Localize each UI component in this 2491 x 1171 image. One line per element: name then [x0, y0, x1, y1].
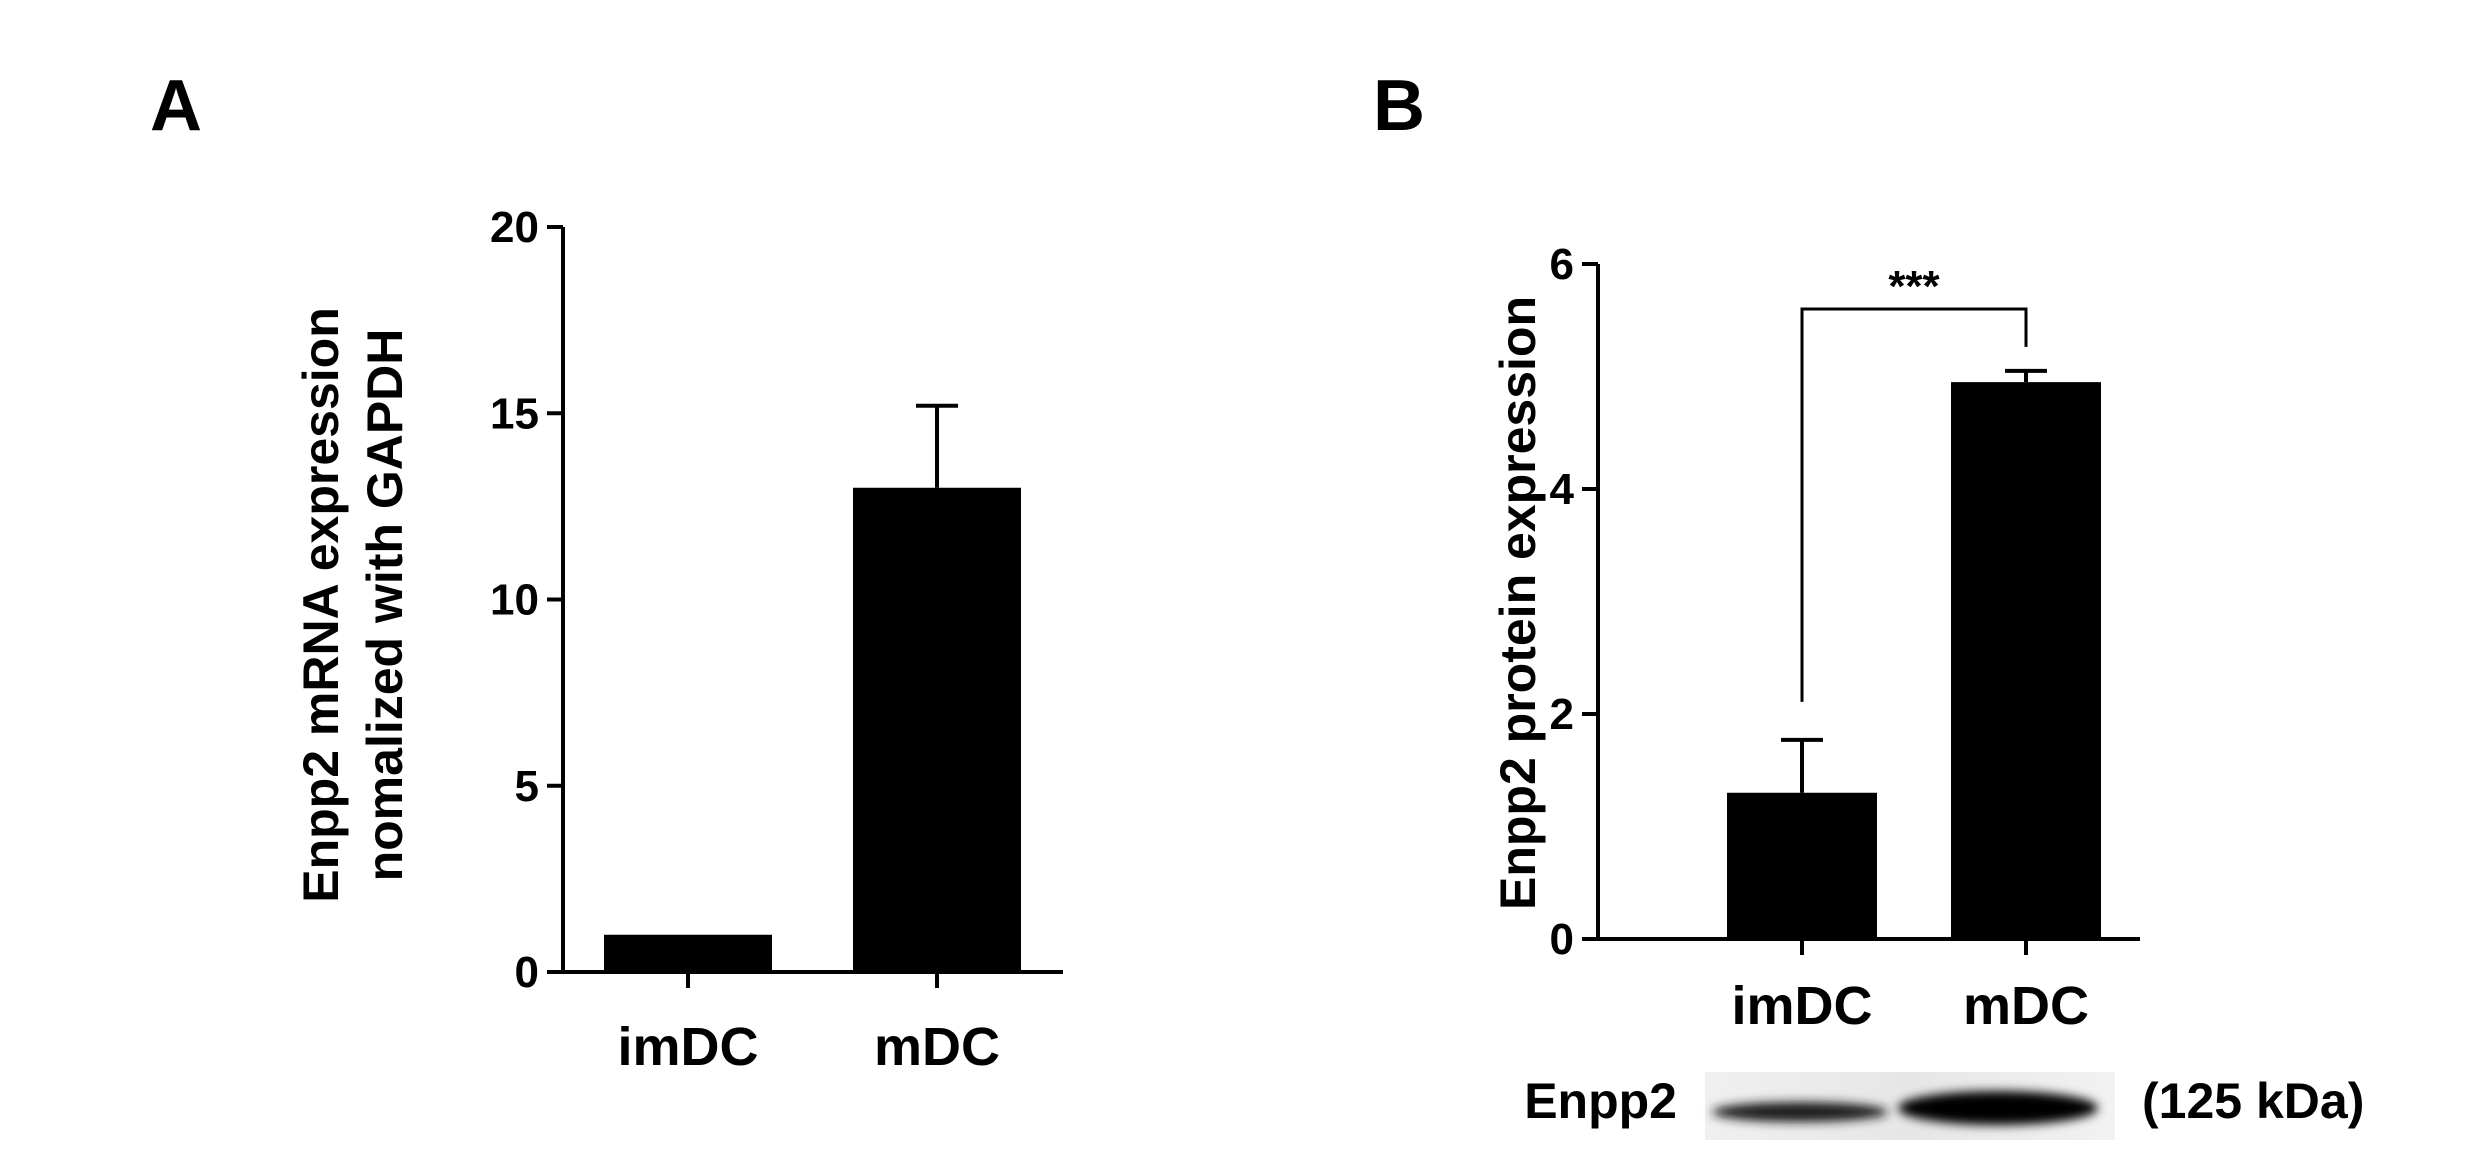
chart-b-y-tick-label: 2	[1550, 690, 1574, 739]
chart-b-y-axis-label: Enpp2 protein expression	[1490, 296, 1546, 910]
chart-b-category-label-mdc: mDC	[1963, 976, 2089, 1036]
blot-size-label: (125 kDa)	[2142, 1073, 2364, 1129]
panel-b-letter: B	[1373, 66, 1425, 146]
panel-a-letter: A	[150, 66, 202, 146]
chart-b-y-tick-label: 6	[1550, 240, 1574, 289]
chart-a-bar-imdc	[604, 934, 772, 972]
chart-b-bar-mdc	[1951, 382, 2101, 939]
western-blot: Enpp2 (125 kDa)	[1524, 1072, 2364, 1140]
chart-a-bar-mdc	[853, 487, 1021, 972]
chart-b-y-tick-label: 0	[1550, 915, 1574, 964]
chart-a-y-tick-label: 10	[490, 576, 539, 625]
chart-b-y-tick-label: 4	[1550, 465, 1575, 514]
chart-b: Enpp2 protein expression 0 2 4 6 imDC mDC ***	[1490, 240, 2140, 1036]
chart-a-y-tick-label: 20	[490, 203, 539, 252]
chart-b-y-label: Enpp2 protein expression	[1490, 296, 1546, 910]
blot-protein-label: Enpp2	[1524, 1073, 1677, 1129]
chart-a-category-label-imdc: imDC	[617, 1017, 758, 1077]
chart-b-category-label-imdc: imDC	[1731, 976, 1872, 1036]
chart-a-y-tick-label: 5	[515, 762, 539, 811]
chart-b-significance-label: ***	[1888, 262, 1940, 311]
chart-b-bar-imdc	[1727, 792, 1877, 939]
chart-b-significance-bracket	[1800, 307, 2028, 702]
chart-a-category-label-mdc: mDC	[874, 1017, 1000, 1077]
blot-band-mdc	[1898, 1091, 2098, 1125]
chart-a-y-tick-label: 15	[490, 389, 539, 438]
chart-a-y-tick-label: 0	[515, 948, 539, 997]
chart-a: Enpp2 mRNA expression nomalized with GAP…	[293, 203, 1063, 1077]
chart-a-y-label-line1: Enpp2 mRNA expression	[293, 307, 349, 903]
chart-a-y-axis-label: Enpp2 mRNA expression nomalized with GAP…	[293, 307, 413, 903]
chart-a-y-label-line2: nomalized with GAPDH	[357, 329, 413, 882]
blot-band-imdc	[1712, 1102, 1888, 1122]
